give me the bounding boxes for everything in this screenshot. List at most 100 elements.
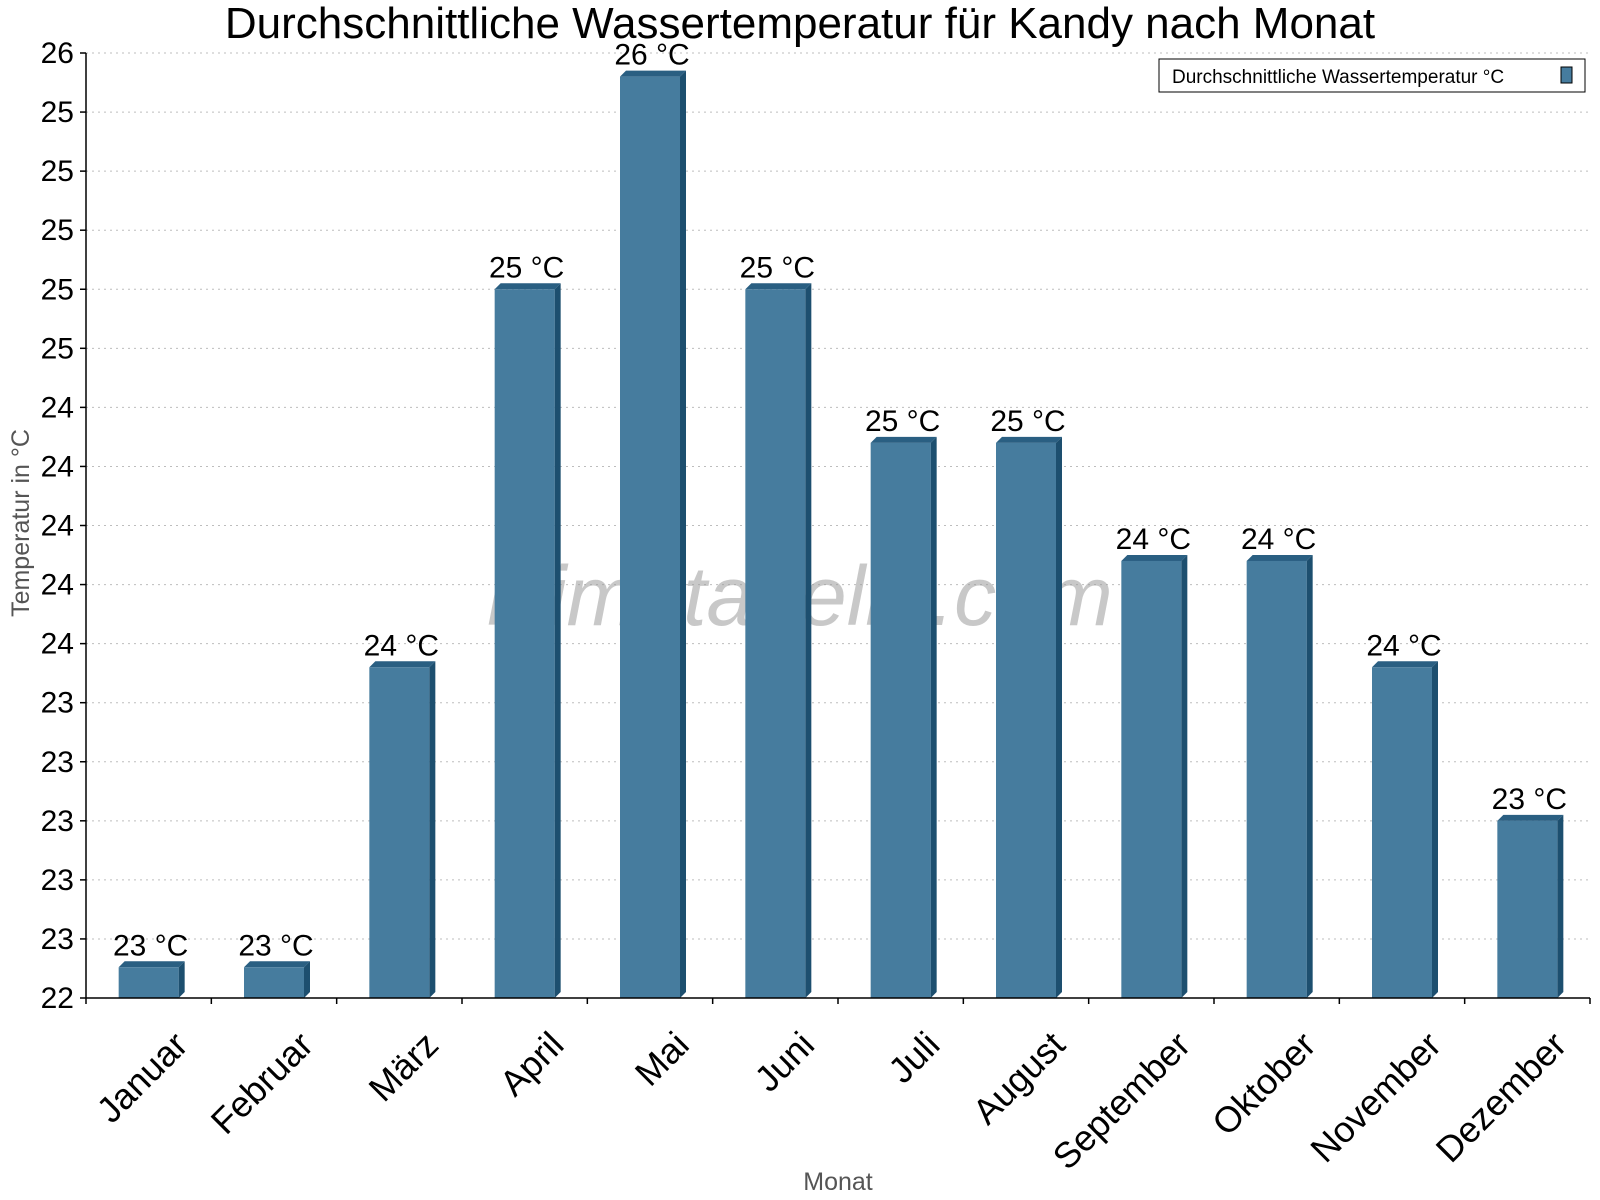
bar-top	[118, 961, 185, 968]
data-label: 24 °C	[364, 629, 439, 662]
bar-front	[1121, 560, 1182, 998]
data-label: 24 °C	[1116, 523, 1191, 556]
x-tick-label: November	[1302, 1024, 1448, 1170]
x-tick-label: März	[361, 1024, 447, 1110]
y-tick-label: 25	[41, 96, 74, 129]
bar-front	[1497, 820, 1558, 998]
y-tick-label: 24	[41, 569, 74, 602]
bar-front	[870, 442, 931, 998]
bar-front	[1246, 560, 1307, 998]
bar-januar	[118, 961, 185, 998]
bar-top	[870, 436, 937, 443]
bar-oktober	[1246, 554, 1313, 998]
grid-lines	[86, 52, 1590, 940]
bar-side	[805, 283, 812, 998]
bar-top	[1497, 814, 1564, 821]
bar-märz	[369, 661, 436, 998]
x-tick-label: Dezember	[1428, 1024, 1574, 1170]
bar-juli	[870, 436, 937, 998]
x-tick-label: Januar	[89, 1024, 196, 1131]
bar-side	[554, 283, 561, 998]
y-tick-label: 23	[41, 746, 74, 779]
bar-top	[1246, 554, 1313, 561]
x-tick-label: September	[1045, 1024, 1199, 1178]
bar-side	[1557, 814, 1564, 998]
bar-front	[118, 967, 179, 998]
bar-side	[680, 70, 686, 998]
y-tick-label: 23	[41, 687, 74, 720]
bar-april	[494, 283, 561, 998]
data-label: 23 °C	[113, 929, 188, 962]
bar-front	[1372, 667, 1432, 998]
bar-side	[178, 961, 185, 998]
chart-title: Durchschnittliche Wassertemperatur für K…	[225, 0, 1375, 48]
bar-august	[996, 436, 1062, 998]
bar-side	[1056, 436, 1062, 998]
bar-september	[1121, 554, 1188, 998]
data-label: 25 °C	[489, 251, 564, 284]
y-tick-label: 22	[41, 982, 74, 1015]
bar-front	[620, 76, 680, 998]
x-tick-label: Juni	[746, 1024, 822, 1100]
data-label: 25 °C	[990, 405, 1065, 438]
bar-top	[745, 283, 812, 290]
legend-box	[1158, 58, 1586, 93]
x-tick-label: Oktober	[1204, 1024, 1324, 1144]
bar-mai	[620, 70, 686, 998]
y-tick-label: 26	[41, 37, 74, 70]
y-tick-label: 25	[41, 155, 74, 188]
bar-front	[996, 442, 1056, 998]
legend: Durchschnittliche Wassertemperatur °C	[1158, 58, 1586, 93]
bar-top	[494, 283, 561, 290]
bar-side	[304, 961, 310, 998]
bar-februar	[244, 961, 310, 998]
bar-top	[1121, 554, 1188, 561]
legend-swatch	[1560, 66, 1573, 84]
bar-dezember	[1497, 814, 1564, 998]
data-label: 25 °C	[740, 251, 815, 284]
bar-november	[1372, 661, 1438, 998]
bar-side	[429, 661, 436, 998]
data-label: 23 °C	[1492, 783, 1567, 816]
data-label: 23 °C	[238, 929, 313, 962]
y-tick-label: 23	[41, 864, 74, 897]
data-label: 25 °C	[865, 405, 940, 438]
bar-side	[1181, 554, 1188, 998]
bar-side	[1432, 661, 1438, 998]
bar-front	[494, 289, 555, 998]
x-tick-label: August	[965, 1024, 1073, 1132]
bar-top	[244, 961, 310, 968]
bar-front	[369, 667, 430, 998]
y-axis-label: Temperatur in °C	[7, 429, 35, 617]
y-tick-label: 24	[41, 450, 74, 483]
y-tick-label: 25	[41, 273, 74, 306]
bar-front	[244, 967, 304, 998]
y-tick-label: 24	[41, 510, 74, 543]
bar-front	[745, 289, 806, 998]
data-label: 24 °C	[1366, 629, 1441, 662]
y-tick-label: 24	[41, 628, 74, 661]
y-tick-label: 25	[41, 214, 74, 247]
bar-juni	[745, 283, 812, 998]
bar-top	[369, 661, 436, 668]
bars	[118, 70, 1564, 998]
data-label: 24 °C	[1241, 523, 1316, 556]
x-tick-label: Februar	[203, 1024, 321, 1142]
bar-side	[1306, 554, 1313, 998]
y-tick-label: 25	[41, 332, 74, 365]
y-tick-label: 24	[41, 391, 74, 424]
data-label: 26 °C	[614, 39, 689, 72]
bar-top	[996, 436, 1062, 443]
bar-top	[1372, 661, 1438, 668]
legend-label: Durchschnittliche Wassertemperatur °C	[1172, 67, 1504, 88]
data-labels: 23 °C 23 °C 24 °C 25 °C 26 °C 25 °C 25 °C 25 °C…	[113, 39, 1567, 963]
bar-top	[620, 70, 686, 77]
x-axis-label: Monat	[803, 1168, 873, 1196]
x-tick-label: April	[491, 1024, 571, 1104]
x-tick-label: Mai	[627, 1024, 697, 1094]
y-tick-label: 23	[41, 923, 74, 956]
bar-side	[930, 436, 937, 998]
x-tick-label: Juli	[880, 1024, 947, 1091]
y-tick-label: 23	[41, 805, 74, 838]
